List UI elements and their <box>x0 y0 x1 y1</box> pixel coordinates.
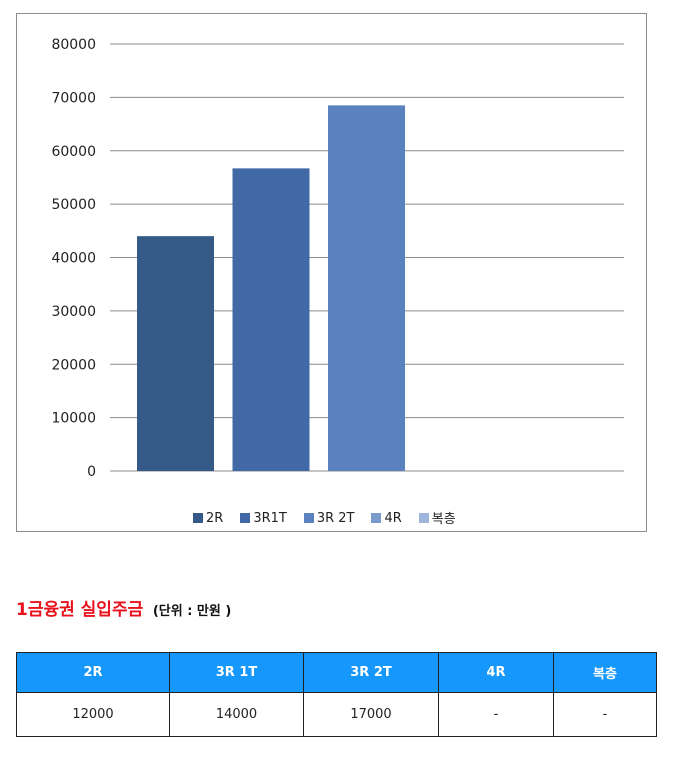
legend-swatch-3r1t <box>240 513 251 523</box>
chart-legend: 2R 3R1T 3R 2T 4R 복층 <box>193 508 473 528</box>
section-title: 1금융권 실입주금 (단위 : 만원 ) <box>16 595 231 620</box>
table-cell: - <box>438 692 554 737</box>
legend-label-4r: 4R <box>384 510 402 526</box>
section-title-text: 1금융권 실입주금 <box>16 600 144 620</box>
legend-label-3r2t: 3R 2T <box>316 510 355 526</box>
legend-item-3r2t: 3R 2T <box>303 510 355 526</box>
bar-2 <box>328 105 405 471</box>
y-tick-label: 0 <box>87 464 96 480</box>
table-header-cell: 3R 1T <box>169 652 304 693</box>
table-header-cell: 복층 <box>553 652 657 693</box>
section-unit: (단위 : 만원 ) <box>152 604 232 619</box>
table-cell: 12000 <box>16 692 170 737</box>
table-header-cell: 3R 2T <box>303 652 439 693</box>
legend-label-3r1t: 3R1T <box>253 510 287 526</box>
legend-item-4r: 4R <box>371 510 402 526</box>
legend-swatch-duplex <box>418 512 429 523</box>
table-row: 12000 14000 17000 - - <box>16 692 657 737</box>
legend-label-2r: 2R <box>206 510 224 526</box>
bar-chart: 0 10000 20000 30000 40000 50000 60000 70000 8000… <box>51 37 624 480</box>
legend-swatch-2r <box>193 513 203 523</box>
table-cell: 17000 <box>303 692 439 737</box>
y-tick-label: 60000 <box>51 144 96 160</box>
y-tick-label: 70000 <box>51 90 96 106</box>
table-cell: - <box>553 692 657 737</box>
y-tick-label: 30000 <box>51 304 96 320</box>
legend-swatch-4r <box>371 513 382 523</box>
price-table: 2R 3R 1T 3R 2T 4R 복층 12000 14000 17000 -… <box>16 652 657 737</box>
y-tick-label: 80000 <box>51 37 96 53</box>
bar-1 <box>232 168 310 471</box>
table-header-cell: 4R <box>438 652 554 693</box>
chart-frame: 0 10000 20000 30000 40000 50000 60000 70000 8000… <box>16 13 647 532</box>
table-header-cell: 2R <box>16 652 170 693</box>
y-tick-label: 10000 <box>51 411 96 427</box>
legend-swatch-3r2t <box>303 513 314 523</box>
table-header-row: 2R 3R 1T 3R 2T 4R 복층 <box>16 652 657 693</box>
legend-label-duplex: 복층 <box>431 512 456 527</box>
y-tick-label: 20000 <box>51 357 96 373</box>
y-tick-label: 50000 <box>51 197 96 213</box>
table-cell: 14000 <box>169 692 304 737</box>
legend-item-duplex: 복층 <box>418 508 456 527</box>
y-tick-label: 40000 <box>51 251 96 267</box>
legend-item-2r: 2R <box>193 511 223 526</box>
legend-item-3r1t: 3R1T <box>240 511 287 526</box>
bar-0 <box>137 236 214 471</box>
